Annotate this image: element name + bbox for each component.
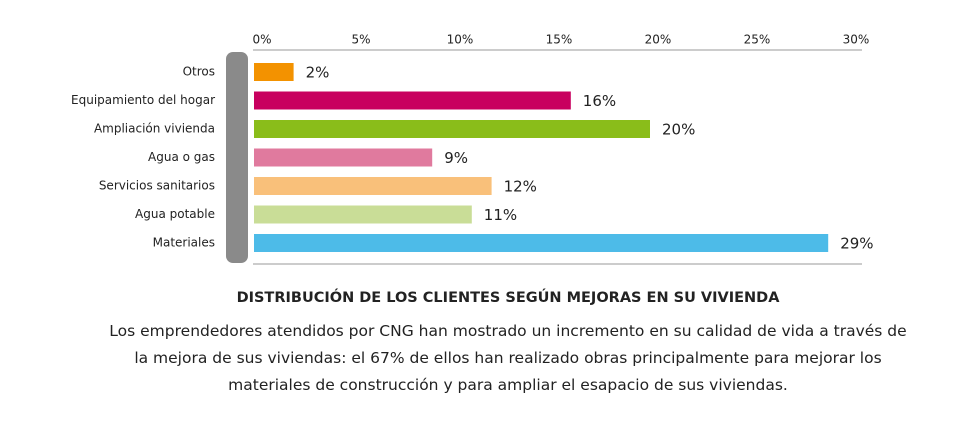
value-label: 2% [306,64,330,82]
category-label: Otros [183,65,215,79]
bar [254,91,571,110]
value-label: 9% [444,149,468,167]
category-label: Equipamiento del hogar [71,93,215,107]
x-tick-label: 20% [645,33,672,47]
category-label: Ampliación vivienda [94,122,215,136]
value-label: 11% [484,206,517,224]
value-label: 16% [583,92,616,110]
chart: 0% 5% 10% 15% 20% 25% 30% Otros 2% Equipamiento d… [71,33,874,265]
bar [254,177,492,195]
bar [254,120,650,138]
x-tick-label: 5% [351,33,370,47]
category-label: Agua o gas [148,150,215,164]
category-label: Servicios sanitarios [99,179,215,193]
x-tick-label: 25% [744,33,771,47]
bar [254,63,294,81]
x-tick-label: 15% [546,33,573,47]
bar [254,234,829,252]
value-label: 12% [504,178,537,196]
value-label: 29% [840,235,873,253]
category-label: Agua potable [135,207,215,221]
x-tick-label: 30% [843,33,870,47]
bar [254,205,472,224]
bar [254,148,433,167]
caption-text: Los emprendedores atendidos por CNG han … [109,322,907,394]
value-label: 20% [662,121,695,139]
category-label: Materiales [153,236,215,250]
x-tick-label: 0% [252,33,271,47]
x-tick-label: 10% [447,33,474,47]
caption-title: DISTRIBUCIÓN DE LOS CLIENTES SEGÚN MEJOR… [236,290,780,306]
axis-band [226,52,248,263]
